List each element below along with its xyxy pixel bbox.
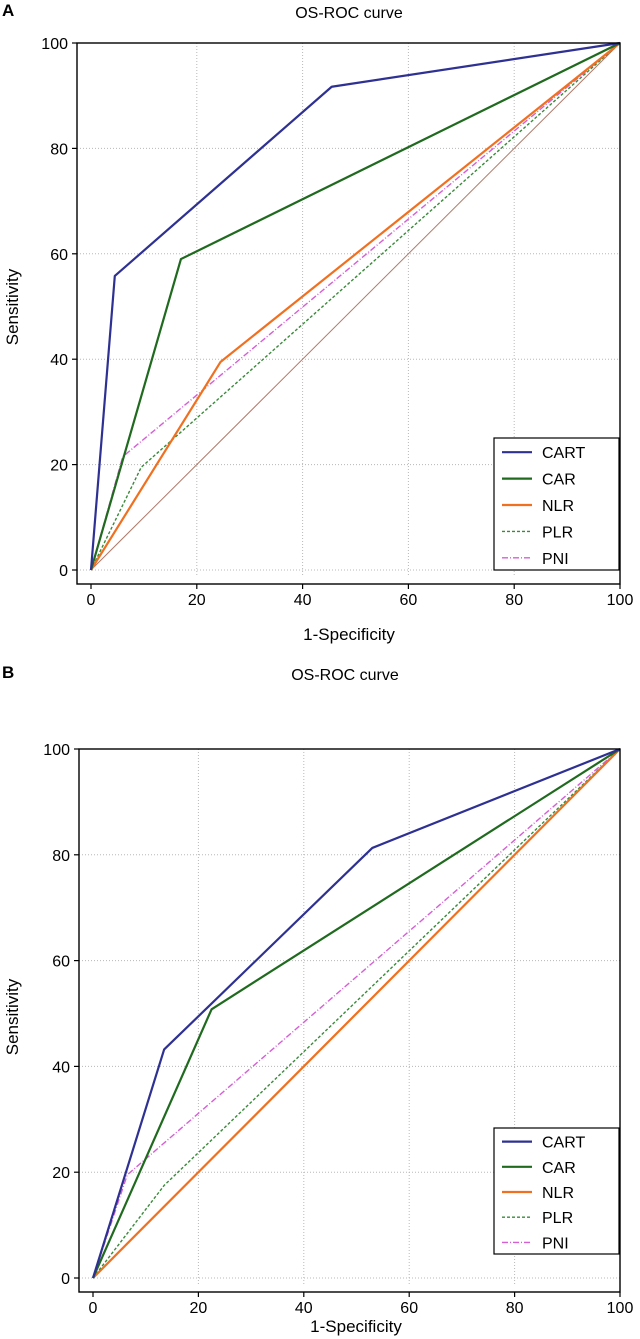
legend-label-cart: CART xyxy=(542,1135,585,1152)
reference-diagonal xyxy=(90,42,621,571)
legend-label-pni: PNI xyxy=(542,1235,569,1252)
legend: CART CAR NLR PLR PNI xyxy=(493,437,620,571)
panel-letter-a: A xyxy=(2,1,14,20)
x-tick-label: 20 xyxy=(188,592,206,609)
x-tick-label: 80 xyxy=(505,592,523,609)
series-line-plr xyxy=(90,42,621,571)
roc-chart-b: B OS-ROC curve 0 20 40 60 80 100020406080100 … xyxy=(2,663,633,1336)
axis-ticks xyxy=(74,748,621,1297)
series-line-cart xyxy=(91,747,621,1279)
y-axis-label: Sensitivity xyxy=(3,978,22,1055)
y-tick-label: 80 xyxy=(50,141,68,158)
y-tick-label: 100 xyxy=(43,742,70,759)
legend-label-pni: PNI xyxy=(542,551,569,568)
tick-labels: 0 20 40 60 80 100 0 20 40 60 80 100 xyxy=(43,742,633,1317)
series-group xyxy=(91,747,621,1279)
series-line-nlr xyxy=(90,42,621,571)
series-line-cart xyxy=(89,41,621,571)
y-axis-label: Sensitivity xyxy=(3,268,22,345)
y-tick-label: 100 xyxy=(41,36,68,53)
y-tick-label: 0 xyxy=(61,1271,70,1288)
legend-label-car: CAR xyxy=(542,1160,576,1177)
x-tick-label: 80 xyxy=(506,1300,524,1317)
series-line-plr xyxy=(92,748,621,1279)
plot-frame xyxy=(76,42,621,585)
series-line-car xyxy=(89,42,621,571)
tick-labels: 0 20 40 60 80 100 0 20 40 60 80 100 xyxy=(41,36,633,609)
axis-ticks xyxy=(72,42,621,589)
series-line-car xyxy=(91,748,621,1279)
legend-label-nlr: NLR xyxy=(542,1185,574,1202)
x-tick-label: 60 xyxy=(400,592,418,609)
y-tick-label: 20 xyxy=(50,458,68,475)
x-tick-label: 40 xyxy=(295,1300,313,1317)
chart-title: OS-ROC curve xyxy=(295,5,403,22)
x-tick-label: 100 xyxy=(607,1300,634,1317)
legend-label-cart: CART xyxy=(542,445,585,462)
y-tick-label: 80 xyxy=(52,848,70,865)
x-tick-label: 0 xyxy=(87,592,96,609)
x-tick-label: 60 xyxy=(400,1300,418,1317)
legend-label-plr: PLR xyxy=(542,1210,573,1227)
legend-label-nlr: NLR xyxy=(542,498,574,515)
series-group xyxy=(89,41,621,571)
y-tick-label: 40 xyxy=(50,352,68,369)
roc-chart-a: A OS-ROC curve 0 20 40 60 80 100020406080100 … xyxy=(2,1,633,644)
chart-title: OS-ROC curve xyxy=(291,667,399,684)
y-tick-label: 60 xyxy=(52,954,70,971)
x-tick-label: 100 xyxy=(607,592,634,609)
x-axis-label: 1-Specificity xyxy=(303,625,395,644)
legend-label-plr: PLR xyxy=(542,524,573,541)
y-tick-label: 20 xyxy=(52,1165,70,1182)
y-tick-label: 40 xyxy=(52,1059,70,1076)
x-tick-label: 40 xyxy=(294,592,312,609)
legend: CART CAR NLR PLR PNI xyxy=(493,1127,620,1255)
y-tick-label: 60 xyxy=(50,247,68,264)
plot-frame xyxy=(78,748,621,1293)
x-axis-label: 1-Specificity xyxy=(310,1317,402,1336)
y-tick-label: 0 xyxy=(59,563,68,580)
panel-letter-b: B xyxy=(2,663,14,682)
series-line-nlr xyxy=(92,748,621,1279)
x-tick-label: 0 xyxy=(89,1300,98,1317)
x-tick-label: 20 xyxy=(190,1300,208,1317)
legend-label-car: CAR xyxy=(542,472,576,489)
